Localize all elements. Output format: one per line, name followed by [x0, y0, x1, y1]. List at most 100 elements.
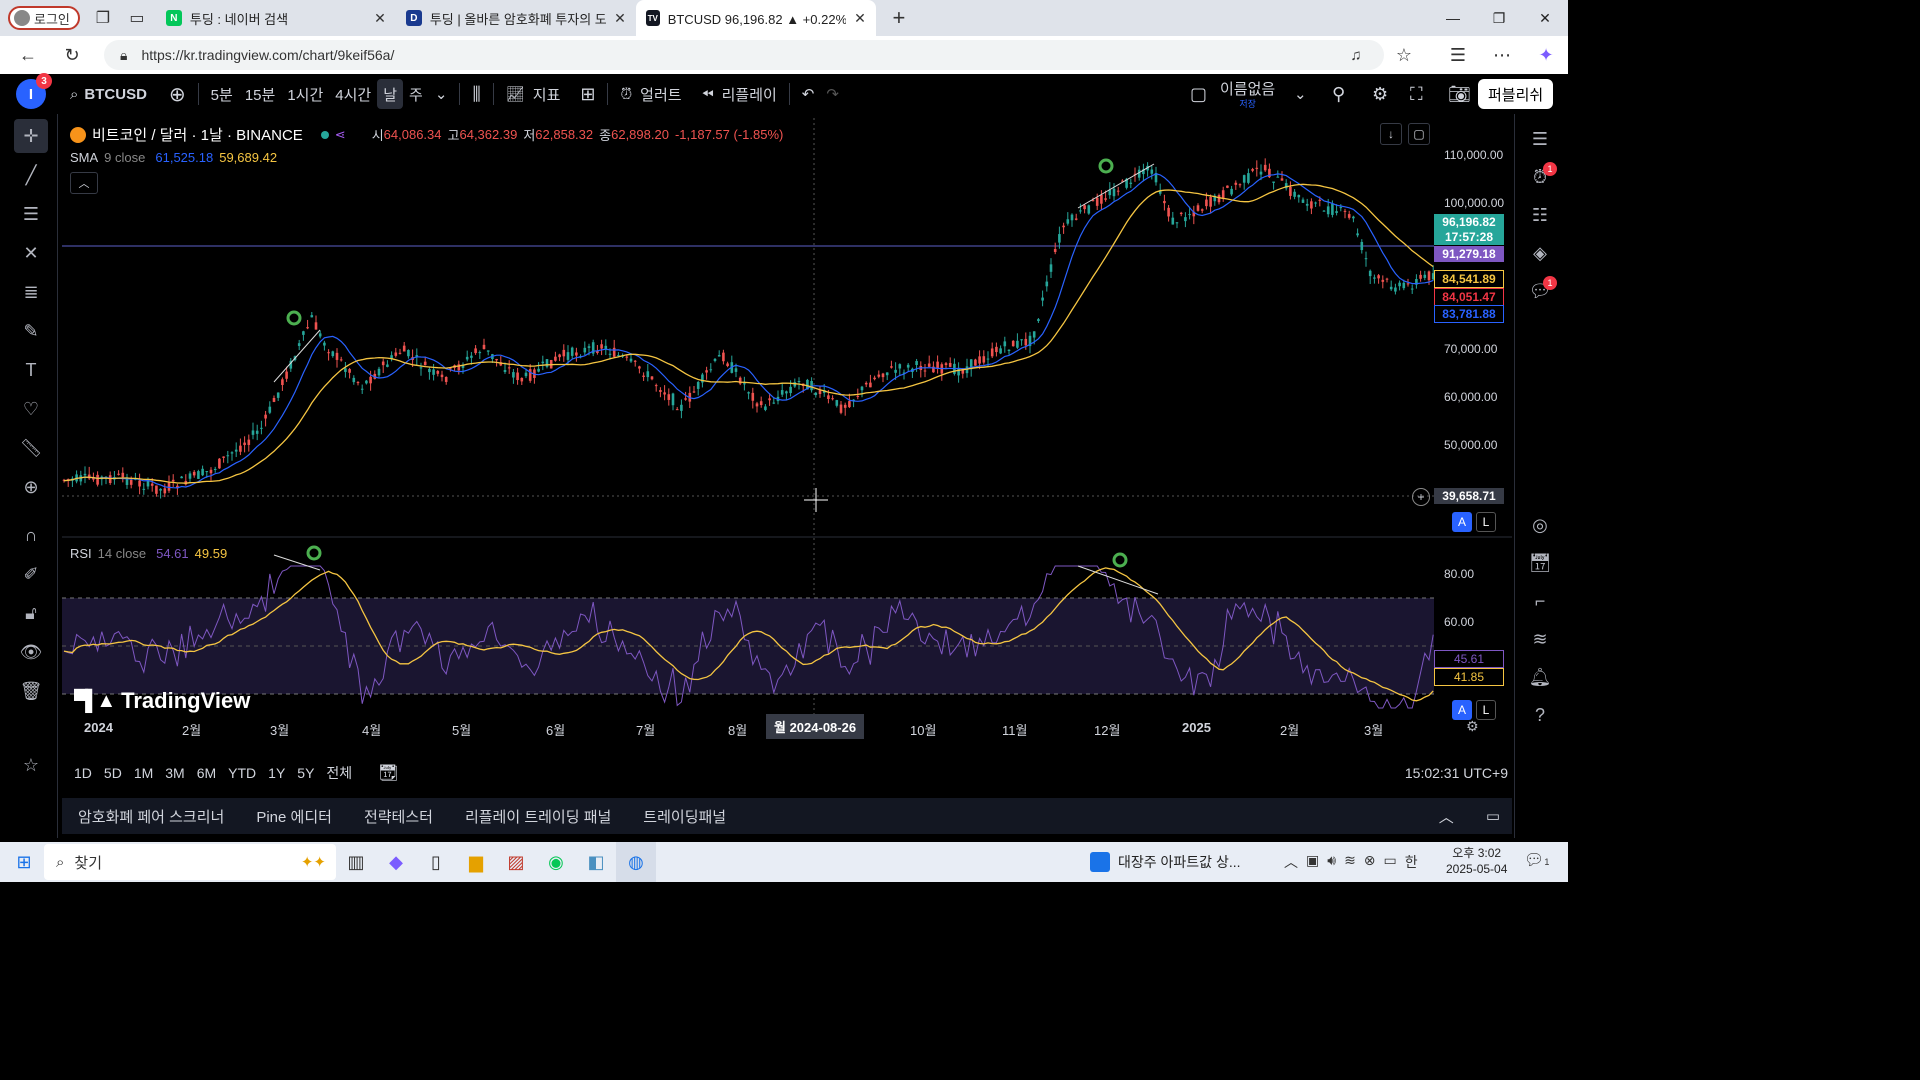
close-tab-icon[interactable]: ✕: [614, 9, 626, 26]
line-app-icon[interactable]: ◉: [548, 851, 564, 872]
pine-icon[interactable]: ⌐: [1534, 590, 1546, 611]
rsi-log-scale-button[interactable]: L: [1476, 700, 1496, 720]
brush-tool-icon[interactable]: ✎: [23, 320, 39, 341]
user-avatar[interactable]: I 3: [16, 73, 52, 109]
notepad-icon[interactable]: ▯: [431, 851, 441, 872]
tab-crypto-screener[interactable]: 암호화폐 페어 스크리너: [78, 808, 225, 826]
back-icon[interactable]: ←: [19, 44, 37, 65]
app-chart-icon[interactable]: ▨: [507, 851, 525, 872]
stream-icon[interactable]: ≋: [1532, 628, 1548, 649]
target-icon[interactable]: ◎: [1532, 514, 1548, 535]
crosshair-tool-icon[interactable]: ✛: [14, 119, 48, 153]
restore-icon[interactable]: ❐: [1492, 9, 1506, 26]
interval-4h[interactable]: 4시간: [335, 86, 372, 104]
app-generic-icon[interactable]: ◧: [587, 851, 605, 872]
copilot-app-icon[interactable]: ◆: [389, 851, 403, 872]
auto-scale-button[interactable]: A: [1452, 512, 1472, 532]
chart-area[interactable]: 비트코인 / 달러 · 1날 · BINANCE ⋖ 시 64,086.34 고…: [62, 118, 1512, 790]
close-tab-icon[interactable]: ✕: [374, 9, 386, 26]
watchlist-icon[interactable]: ☰: [1531, 128, 1549, 149]
copilot-icon[interactable]: ✦: [1538, 44, 1554, 65]
windows-start-icon[interactable]: ⊞: [16, 851, 32, 872]
log-scale-button[interactable]: L: [1476, 512, 1496, 532]
clock-timezone[interactable]: 15:02:31 UTC+9: [1404, 765, 1508, 781]
news-widget[interactable]: 대장주 아파트값 상...: [1090, 852, 1241, 872]
task-view-icon[interactable]: ▥: [347, 851, 365, 872]
layers-icon[interactable]: ◈: [1533, 242, 1547, 263]
close-window-icon[interactable]: ✕: [1539, 9, 1551, 26]
collapse-legend-icon[interactable]: ︿: [70, 172, 98, 194]
mute-icon[interactable]: ⊗: [1363, 852, 1376, 868]
favorite-star-icon[interactable]: ☆: [1395, 44, 1413, 65]
range-ytd[interactable]: YTD: [228, 765, 257, 781]
volume-icon[interactable]: 🔊︎: [1327, 852, 1337, 868]
rsi-auto-scale-button[interactable]: A: [1452, 700, 1472, 720]
add-alert-plus-icon[interactable]: +: [1412, 488, 1430, 506]
tab-trading-panel[interactable]: 트레이딩패널: [643, 808, 727, 826]
battery-icon[interactable]: ▭: [1383, 852, 1397, 868]
expand-panel-icon[interactable]: ︿: [1438, 808, 1454, 826]
layout-name-button[interactable]: 이름없음 저장: [1220, 78, 1275, 110]
replay-button[interactable]: ⏪︎ 리플레이: [696, 79, 783, 109]
layouts-grid-icon[interactable]: ⊞: [580, 83, 596, 104]
prediction-tool-icon[interactable]: ≣: [23, 281, 39, 302]
new-tab-icon[interactable]: +: [892, 5, 906, 30]
go-to-date-calendar-icon[interactable]: 📆︎: [378, 765, 399, 782]
undo-icon[interactable]: ↶: [801, 86, 815, 103]
minimize-icon[interactable]: —: [1446, 10, 1460, 26]
range-6m[interactable]: 6M: [196, 765, 217, 781]
ime-indicator[interactable]: 한: [1404, 854, 1418, 870]
trendline-tool-icon[interactable]: ╱: [25, 164, 37, 185]
range-1d[interactable]: 1D: [74, 765, 92, 781]
maximize-pane-icon[interactable]: ▢: [1408, 123, 1430, 145]
ruler-tool-icon[interactable]: 📏︎: [19, 437, 43, 458]
range-all[interactable]: 전체: [326, 765, 353, 781]
alert-button[interactable]: ⏰︎ 얼러트: [614, 79, 687, 109]
favorites-icon[interactable]: ☰: [1449, 44, 1467, 65]
compare-add-icon[interactable]: ⊕: [168, 83, 186, 106]
snapshot-camera-icon[interactable]: 📷︎: [1448, 83, 1471, 104]
hide-drawings-eye-icon[interactable]: 👁︎: [19, 641, 43, 662]
maximize-panel-icon[interactable]: ▭: [1485, 808, 1500, 825]
watchlist-star-icon[interactable]: ☆: [22, 754, 40, 775]
range-5d[interactable]: 5D: [103, 765, 122, 781]
tab-replay-trading-panel[interactable]: 리플레이 트레이딩 패널: [464, 808, 612, 826]
taskbar-search-box[interactable]: ⌕ 찾기 ✦✦: [44, 844, 336, 880]
url-field[interactable]: 🔒︎ https://kr.tradingview.com/chart/9kei…: [104, 40, 1384, 70]
help-icon[interactable]: ?: [1534, 704, 1545, 725]
text-tool-icon[interactable]: T: [25, 359, 37, 380]
drawing-mode-icon[interactable]: ✐: [23, 563, 39, 584]
object-tree-icon[interactable]: ☷: [1531, 204, 1549, 225]
pattern-tool-icon[interactable]: ✕: [23, 242, 39, 263]
profile-login-button[interactable]: 로그인: [8, 6, 80, 30]
magnet-tool-icon[interactable]: ∩: [24, 524, 38, 545]
share-icon[interactable]: ⋖: [334, 126, 346, 142]
taskbar-clock[interactable]: 오후 3:02 2025-05-04: [1446, 845, 1507, 877]
settings-gear-icon[interactable]: ⚙: [1372, 83, 1389, 104]
range-1m[interactable]: 1M: [133, 765, 154, 781]
candle-type-icon[interactable]: ⫼: [472, 83, 481, 104]
tab-actions-icon[interactable]: ▭: [129, 10, 145, 27]
notifications-bell-icon[interactable]: 🔔︎: [1528, 666, 1552, 687]
scroll-down-icon[interactable]: ↓: [1380, 123, 1402, 145]
interval-1d[interactable]: 날: [377, 79, 404, 109]
trash-icon[interactable]: 🗑︎: [19, 680, 43, 701]
publish-button[interactable]: 퍼블리쉬: [1478, 79, 1554, 109]
interval-dropdown-icon[interactable]: ⌄: [434, 86, 448, 103]
zoom-tool-icon[interactable]: ⊕: [23, 476, 39, 497]
layout-square-icon[interactable]: ▢: [1190, 83, 1208, 104]
quick-search-icon[interactable]: ⚲: [1332, 83, 1346, 104]
range-3m[interactable]: 3M: [165, 765, 185, 781]
browser-tab-tradingview[interactable]: TV BTCUSD 96,196.82 ▲ +0.22% 이름 ✕: [635, 0, 876, 36]
chat-icon[interactable]: 💬︎ 1: [1523, 274, 1557, 308]
fib-tool-icon[interactable]: ☰: [22, 203, 40, 224]
chart-canvas[interactable]: [62, 118, 1512, 758]
sma-legend[interactable]: SMA 9 close 61,525.18 59,689.42: [70, 150, 277, 165]
tray-app-icon[interactable]: ▣: [1306, 852, 1320, 868]
refresh-icon[interactable]: ↻: [64, 44, 80, 65]
axis-settings-gear-icon[interactable]: ⚙: [1466, 718, 1479, 734]
interval-1h[interactable]: 1시간: [287, 86, 324, 104]
tab-strategy-tester[interactable]: 전략테스터: [363, 808, 433, 826]
range-1y[interactable]: 1Y: [268, 765, 286, 781]
lock-drawings-icon[interactable]: 🔓︎: [25, 602, 37, 623]
